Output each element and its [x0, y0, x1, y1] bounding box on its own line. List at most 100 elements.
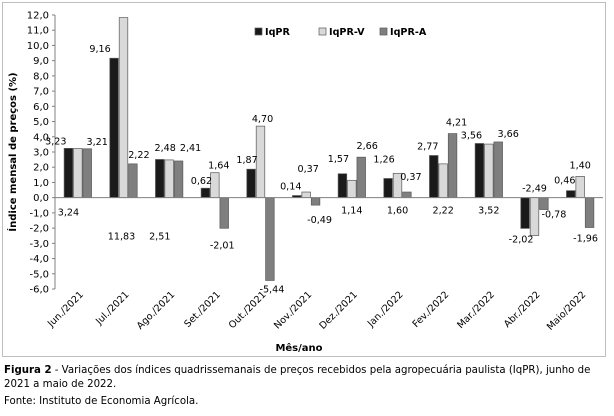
bar-iqpr-v [347, 179, 357, 199]
x-tick-label: Jun./2021 [45, 289, 86, 330]
bar-iqpr-v [118, 17, 129, 199]
bar-iqpr-a [402, 191, 412, 199]
data-label: 3,56 [461, 130, 482, 141]
bar-iqpr-v [529, 197, 540, 236]
legend-label: IqPR [265, 27, 290, 38]
data-label: 11,83 [108, 232, 135, 243]
bar-iqpr-a [539, 197, 549, 210]
bar-iqpr-v [438, 163, 448, 199]
data-label: -2,02 [509, 234, 534, 245]
x-tick-label: Maio/2022 [545, 289, 588, 332]
data-label: -2,49 [522, 184, 547, 195]
figure-source: Fonte: Instituto de Economia Agrícola. [4, 396, 199, 407]
chart-frame: -6,0 -5,0 -4,0 -3,0 -2,0 -1,0 0,0 1,0 2,0 3,0 4,0 5… [2, 2, 606, 357]
bar-iqpr-a [265, 197, 275, 281]
bar-iqpr [429, 155, 439, 199]
data-label: -0,78 [541, 210, 566, 221]
data-label: 1,60 [387, 206, 408, 217]
data-label: 3,66 [498, 129, 519, 140]
y-tick-label: -2,0 [29, 224, 49, 235]
data-label: 3,21 [87, 137, 108, 148]
y-tick-label: 5,0 [33, 117, 49, 128]
y-axis-title: Índice mensal de preços (%) [6, 72, 19, 231]
figure-label: Figura 2 [4, 365, 52, 376]
bar-iqpr [520, 197, 530, 229]
bar-iqpr-a [310, 197, 321, 206]
bar-iqpr [474, 143, 485, 199]
y-tick-label: 10,0 [27, 41, 49, 52]
legend-swatch-iqpr-a [379, 27, 388, 36]
data-label: 0,37 [297, 164, 318, 175]
y-tick-label: 2,0 [33, 163, 49, 174]
x-axis-title: Mês/ano [275, 342, 322, 354]
y-tick-label: -5,0 [29, 269, 49, 280]
x-tick-label: Abr./2022 [502, 289, 543, 330]
legend-label: IqPR-V [329, 27, 365, 38]
data-label: 0,46 [554, 176, 575, 187]
data-label: 0,37 [400, 172, 421, 183]
data-label: 2,77 [417, 142, 438, 153]
bar-iqpr-a [447, 133, 458, 199]
data-label: 2,48 [154, 143, 175, 154]
bar-iqpr [63, 147, 74, 199]
data-label: 3,52 [478, 206, 499, 217]
y-tick-label: -4,0 [29, 254, 49, 265]
x-tick-label: Dez./2021 [318, 289, 360, 331]
y-tick-label: -6,0 [29, 285, 49, 296]
data-label: 2,41 [180, 143, 201, 154]
bar-iqpr [566, 190, 576, 199]
bar-iqpr-a [584, 197, 595, 228]
bar-iqpr-a [219, 197, 229, 229]
data-label: -5,44 [259, 284, 284, 295]
data-label: 0,62 [191, 176, 212, 187]
bar-iqpr-v [575, 176, 585, 199]
bar-iqpr-a [493, 141, 503, 199]
x-tick-label: Ago./2021 [135, 289, 177, 331]
y-tick-label: -1,0 [29, 208, 49, 219]
y-tick-label: 7,0 [33, 87, 49, 98]
bar-iqpr [337, 173, 348, 199]
bar-iqpr [200, 187, 211, 199]
bar-iqpr-a [128, 163, 138, 199]
bar-chart: -6,0 -5,0 -4,0 -3,0 -2,0 -1,0 0,0 1,0 2,0 3,0 4,0 5… [6, 11, 603, 354]
bar-iqpr-v [301, 191, 311, 199]
data-label: 2,22 [128, 150, 149, 161]
bar-iqpr [109, 57, 119, 199]
data-label: 4,70 [252, 114, 273, 125]
data-label: 1,40 [569, 160, 590, 171]
y-tick-label: 9,0 [33, 56, 49, 67]
data-label: 1,64 [208, 161, 229, 172]
y-tick-label: 11,0 [27, 26, 49, 37]
legend-swatch-iqpr-v [318, 27, 327, 36]
y-tick-label: 0,0 [33, 193, 49, 204]
x-tick-label: Out./2021 [227, 289, 269, 331]
legend-swatch-iqpr [254, 27, 263, 36]
data-label: -1,96 [573, 234, 598, 245]
figure-caption-text: - Variações dos índices quadrissemanais … [4, 365, 591, 390]
bar-iqpr-a [173, 160, 184, 199]
data-label: 9,16 [89, 44, 110, 55]
y-tick-label: 6,0 [33, 102, 49, 113]
bar-iqpr-a [82, 148, 92, 199]
y-tick-label: 1,0 [33, 178, 49, 189]
data-label: 4,21 [446, 118, 467, 129]
bar-iqpr [246, 168, 256, 199]
y-tick-label: 3,0 [33, 148, 49, 159]
bar-iqpr [383, 178, 393, 199]
data-label: 2,66 [357, 141, 378, 152]
bar-iqpr-a [356, 156, 366, 199]
data-label: 3,23 [45, 136, 66, 147]
y-tick-label: 12,0 [27, 11, 49, 22]
bar-iqpr [155, 159, 165, 199]
bar-iqpr-v [164, 159, 174, 199]
x-tick-label: Jul./2021 [93, 289, 131, 327]
x-tick-label: Mar./2022 [455, 289, 497, 331]
bar-iqpr-v [73, 148, 83, 199]
y-tick-label: -3,0 [29, 239, 49, 250]
y-tick-label: 4,0 [33, 132, 49, 143]
x-tick-label: Fev./2022 [411, 289, 452, 330]
data-label: 1,14 [341, 206, 362, 217]
data-label: -0,49 [307, 215, 332, 226]
figure-caption: Figura 2 - Variações dos índices quadris… [4, 364, 606, 392]
x-tick-label: Jan./2022 [365, 289, 406, 330]
